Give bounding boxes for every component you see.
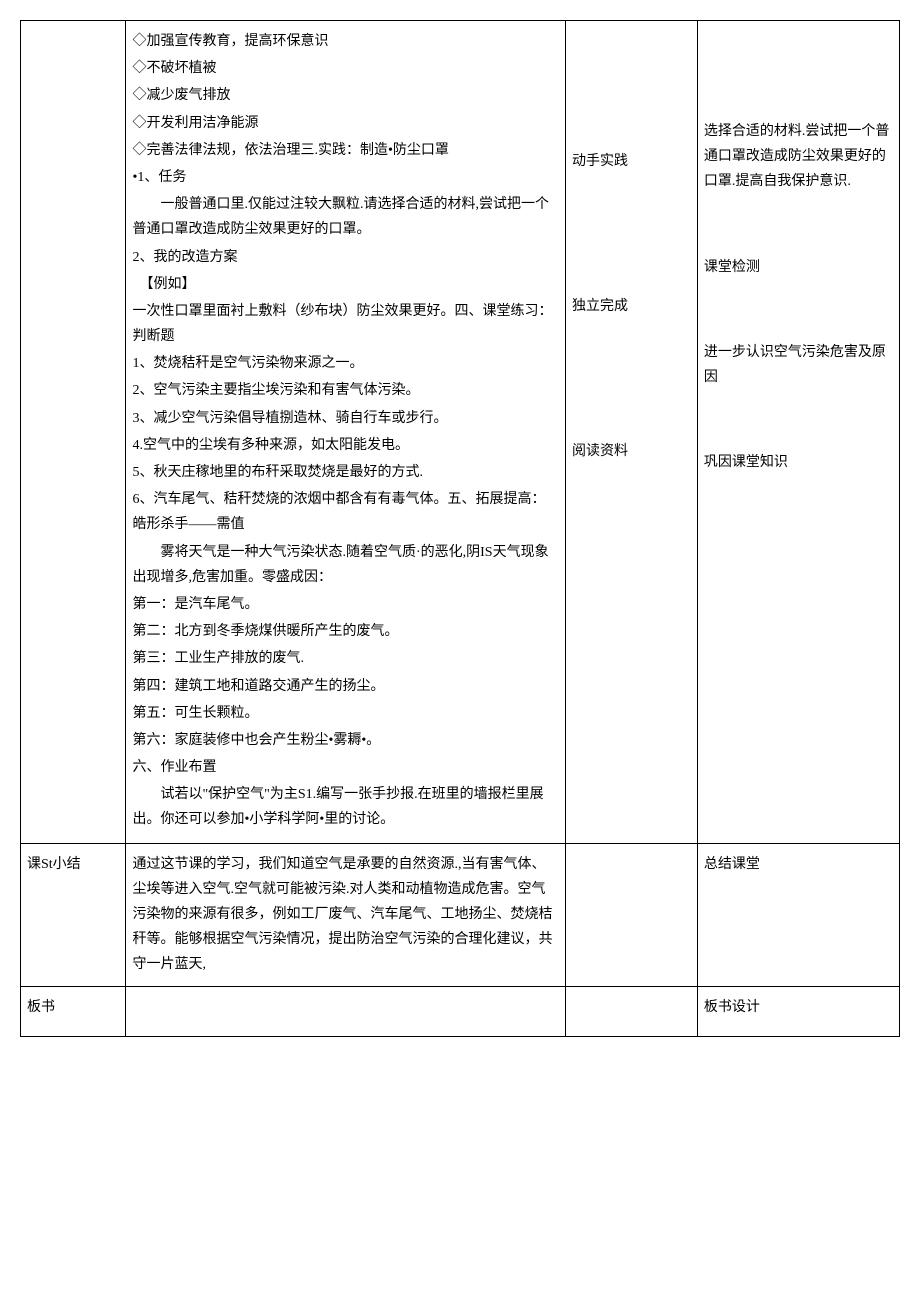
lesson-plan-table: ◇加强宣传教育，提高环保意识 ◇不破坏植被 ◇减少废气排放 ◇开发利用洁净能源 … bbox=[20, 20, 900, 1037]
content-line: 一次性口罩里面衬上敷料（纱布块）防尘效果更好。四、课堂练习：判断题 bbox=[132, 299, 559, 349]
row3-col2 bbox=[126, 986, 566, 1036]
objective-text: 进一步认识空气污染危害及原因 bbox=[704, 340, 893, 390]
content-line: 第四：建筑工地和道路交通产生的扬尘。 bbox=[132, 674, 559, 699]
content-line: 第三：工业生产排放的废气. bbox=[132, 646, 559, 671]
content-line: ◇加强宣传教育，提高环保意识 bbox=[132, 29, 559, 54]
content-line: 6、汽车尾气、秸秆焚烧的浓烟中都含有有毒气体。五、拓展提高：皓形杀手——需值 bbox=[132, 487, 559, 537]
table-row-2: 课St小结 通过这节课的学习，我们知道空气是承要的自然资源.,当有害气体、尘埃等… bbox=[21, 843, 900, 986]
table-row-1: ◇加强宣传教育，提高环保意识 ◇不破坏植被 ◇减少废气排放 ◇开发利用洁净能源 … bbox=[21, 21, 900, 844]
content-indent: 一般普通口里.仅能过注较大飘粒.请选择合适的材料,尝试把一个普通口罩改造成防尘效… bbox=[132, 192, 559, 242]
row2-col2-summary: 通过这节课的学习，我们知道空气是承要的自然资源.,当有害气体、尘埃等进入空气.空… bbox=[126, 843, 566, 986]
content-line: 1、焚烧秸秆是空气污染物来源之一。 bbox=[132, 351, 559, 376]
objective-text: 巩因课堂知识 bbox=[704, 450, 893, 475]
row3-col3 bbox=[565, 986, 697, 1036]
activity-label: 动手实践 bbox=[572, 149, 691, 174]
row1-col1 bbox=[21, 21, 126, 844]
content-indent: 试若以"保护空气"为主S1.编写一张手抄报.在班里的墙报栏里展出。你还可以参加•… bbox=[132, 782, 559, 832]
row3-col4-label: 板书设计 bbox=[697, 986, 899, 1036]
table-row-3: 板书 板书设计 bbox=[21, 986, 900, 1036]
content-line: ◇完善法律法规，依法治理三.实践：制造•防尘口罩 bbox=[132, 138, 559, 163]
objective-text: 选择合适的材料.尝试把一个普通口罩改造成防尘效果更好的口罩.提高自我保护意识. bbox=[704, 119, 893, 195]
content-line: •1、任务 bbox=[132, 165, 559, 190]
content-line: 5、秋天庄稼地里的布秆采取焚烧是最好的方式. bbox=[132, 460, 559, 485]
row2-col1-label: 课St小结 bbox=[21, 843, 126, 986]
content-line: 3、减少空气污染倡导植捌造林、骑自行车或步行。 bbox=[132, 406, 559, 431]
row2-col3 bbox=[565, 843, 697, 986]
content-line: ◇减少废气排放 bbox=[132, 83, 559, 108]
content-line: 第五：可生长颗粒。 bbox=[132, 701, 559, 726]
content-line: ◇开发利用洁净能源 bbox=[132, 111, 559, 136]
content-line: 六、作业布置 bbox=[132, 755, 559, 780]
content-line: ◇不破坏植被 bbox=[132, 56, 559, 81]
objective-text: 课堂检测 bbox=[704, 255, 893, 280]
row2-col4-label: 总结课堂 bbox=[697, 843, 899, 986]
activity-label: 阅读资料 bbox=[572, 439, 691, 464]
content-line: 4.空气中的尘埃有多种来源，如太阳能发电。 bbox=[132, 433, 559, 458]
content-line: 2、我的改造方案 bbox=[132, 245, 559, 270]
content-line: 【例如】 bbox=[132, 272, 559, 297]
content-line: 第一：是汽车尾气。 bbox=[132, 592, 559, 617]
row3-col1-label: 板书 bbox=[21, 986, 126, 1036]
content-indent: 雾将天气是一种大气污染状态.随着空气质·的恶化,阴IS天气现象出现增多,危害加重… bbox=[132, 540, 559, 590]
row1-col2: ◇加强宣传教育，提高环保意识 ◇不破坏植被 ◇减少废气排放 ◇开发利用洁净能源 … bbox=[126, 21, 566, 844]
content-line: 第二：北方到冬季烧煤供暖所产生的废气。 bbox=[132, 619, 559, 644]
row1-col4: 选择合适的材料.尝试把一个普通口罩改造成防尘效果更好的口罩.提高自我保护意识. … bbox=[697, 21, 899, 844]
activity-label: 独立完成 bbox=[572, 294, 691, 319]
content-line: 2、空气污染主要指尘埃污染和有害气体污染。 bbox=[132, 378, 559, 403]
content-line: 第六：家庭装修中也会产生粉尘•雾耨•。 bbox=[132, 728, 559, 753]
row1-col3: 动手实践 独立完成 阅读资料 bbox=[565, 21, 697, 844]
